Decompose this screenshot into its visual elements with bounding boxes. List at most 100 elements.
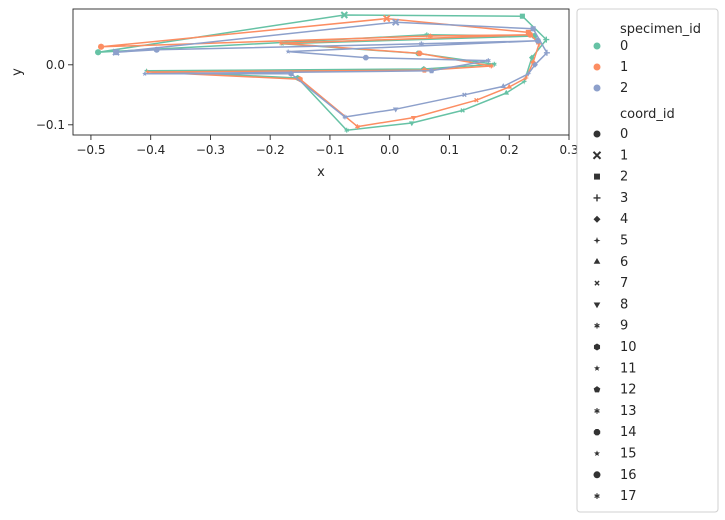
legend-frame [576, 8, 719, 513]
data-point [527, 31, 534, 38]
legend-label: 3 [620, 191, 628, 206]
legend-style-item: 4 [593, 212, 628, 227]
data-point [355, 124, 360, 129]
data-point [521, 78, 528, 85]
x-tick-label: 0.2 [500, 143, 519, 157]
legend-hue-title: specimen_id [620, 22, 701, 37]
legend-marker [593, 215, 601, 223]
legend-style-item: 5 [593, 234, 628, 249]
legend-label: 7 [620, 276, 628, 291]
legend-label: 6 [620, 255, 628, 270]
legend-label: 5 [620, 234, 628, 249]
legend-marker [593, 471, 601, 479]
data-point [419, 41, 424, 47]
legend-marker [594, 408, 600, 414]
legend-style-item: 3 [593, 191, 628, 206]
legend-label: 2 [620, 170, 628, 185]
legend-marker [594, 450, 600, 457]
data-point [112, 48, 120, 56]
data-point [342, 114, 348, 120]
y-tick-label: 0.0 [46, 58, 65, 72]
data-point [392, 107, 399, 113]
data-point [288, 70, 294, 77]
x-axis-label: x [317, 165, 325, 180]
legend-style-title: coord_id [620, 107, 675, 122]
legend-style-item: 7 [594, 276, 628, 291]
data-point [143, 68, 150, 73]
legend-style-item: 13 [594, 404, 637, 419]
data-point [543, 49, 550, 56]
legend-style-item: 12 [593, 383, 637, 398]
legend-marker [592, 151, 602, 160]
legend-marker [594, 173, 600, 180]
legend-label: 4 [620, 212, 628, 227]
legend-label: 13 [620, 404, 637, 419]
legend-style-item: 6 [593, 255, 628, 270]
legend-label: 0 [620, 127, 628, 142]
legend-label: 1 [620, 148, 628, 163]
legend-marker [593, 257, 601, 264]
x-tick-label: −0.5 [76, 143, 105, 157]
data-point [519, 13, 525, 19]
axes-frame [72, 8, 570, 136]
data-point [391, 18, 400, 26]
data-point [428, 67, 435, 74]
data-point [416, 50, 423, 57]
x-tick-label: −0.2 [256, 143, 285, 157]
legend-hue-item: 0 [593, 39, 628, 54]
legend-hue-entries: 0 1 2 [593, 39, 628, 96]
data-point [363, 54, 369, 61]
legend-style-item: 17 [594, 489, 637, 504]
legend-swatch [593, 84, 601, 92]
data-point [500, 83, 507, 89]
data-point [506, 83, 513, 89]
x-tick-label: −0.4 [136, 143, 165, 157]
legend-label: 16 [620, 468, 637, 483]
data-point [344, 127, 350, 133]
legend-label: 0 [620, 39, 628, 54]
legend-marker [593, 428, 601, 436]
legend-marker [593, 194, 601, 202]
data-point [408, 121, 415, 127]
data-point [531, 61, 538, 68]
series-layer [95, 11, 550, 133]
y-axis-ticks: −0.1 0.0 [36, 58, 73, 132]
legend-swatch [593, 42, 601, 50]
data-point [488, 63, 494, 69]
legend-label: 11 [620, 361, 637, 376]
legend-label: 2 [620, 81, 628, 96]
legend-style-item: 14 [593, 425, 637, 440]
data-point [410, 115, 417, 121]
legend-style-item: 15 [594, 447, 637, 462]
legend: specimen_id 012 coord_id 012345678910111… [576, 8, 719, 513]
y-axis-label: y [10, 68, 25, 76]
legend-style-item: 16 [593, 468, 637, 483]
data-point [525, 70, 532, 77]
legend-label: 12 [620, 383, 637, 398]
legend-style-item: 11 [594, 361, 637, 376]
data-point [285, 48, 291, 54]
data-point [153, 46, 160, 53]
legend-style-item: 0 [593, 127, 628, 142]
legend-label: 9 [620, 319, 628, 334]
legend-label: 8 [620, 297, 628, 312]
legend-style-item: 8 [593, 297, 628, 312]
x-tick-label: −0.1 [315, 143, 344, 157]
data-point [474, 97, 479, 103]
legend-marker [593, 237, 601, 244]
data-point [383, 14, 391, 23]
legend-label: 14 [620, 425, 637, 440]
legend-marker [593, 343, 601, 351]
data-point [278, 40, 284, 46]
data-point [485, 58, 491, 63]
x-tick-label: 0.0 [380, 143, 399, 157]
legend-hue-item: 2 [593, 81, 628, 96]
legend-label: 10 [620, 340, 637, 355]
data-point [534, 37, 541, 44]
legend-marker [593, 130, 601, 138]
x-tick-label: −0.3 [196, 143, 225, 157]
legend-marker [594, 322, 600, 329]
data-point [95, 49, 102, 56]
